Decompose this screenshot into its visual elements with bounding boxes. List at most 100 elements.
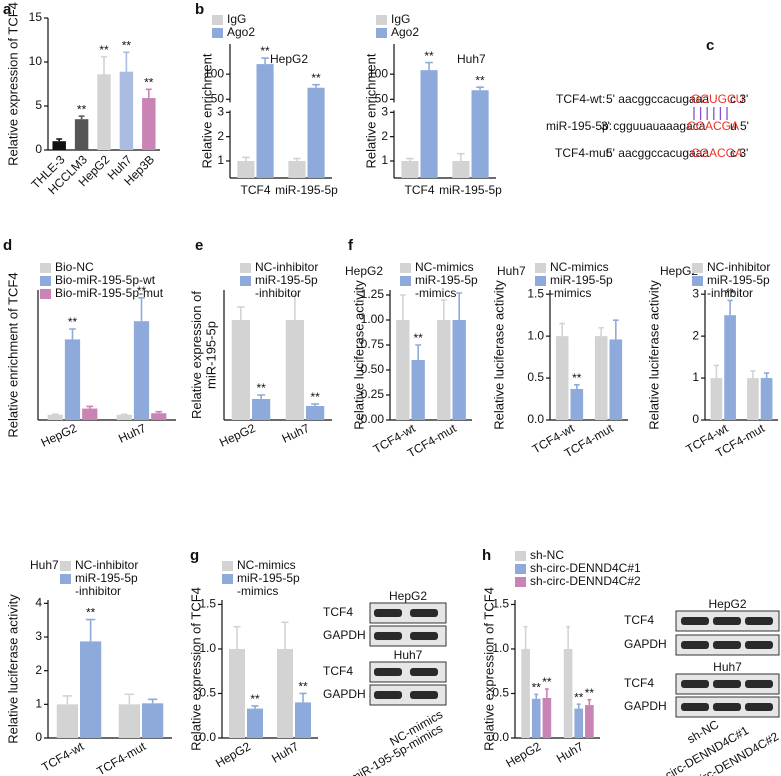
y-axis-label: Relative expression ofmiR-195-5p bbox=[189, 291, 218, 419]
error-bar bbox=[145, 88, 152, 99]
legend-label: NC-mimics bbox=[237, 558, 296, 572]
bar bbox=[437, 320, 451, 420]
y-tick-label: 1.25 bbox=[361, 287, 385, 301]
panel-letter: a bbox=[3, 1, 12, 18]
bar bbox=[142, 703, 164, 738]
bar bbox=[307, 87, 325, 178]
blot-band bbox=[745, 703, 773, 711]
legend-label: IgG bbox=[227, 12, 246, 26]
bar bbox=[288, 160, 306, 178]
y-tick-label: 0 bbox=[35, 142, 42, 156]
panel-letter: h bbox=[482, 547, 491, 564]
error-bar bbox=[261, 57, 269, 65]
significance-label: ** bbox=[414, 331, 424, 345]
legend-swatch bbox=[376, 15, 387, 25]
sequence-site: CGACGA bbox=[691, 146, 743, 160]
significance-label: ** bbox=[424, 49, 434, 63]
legend-swatch bbox=[240, 263, 251, 273]
cell-tag: Huh7 bbox=[497, 264, 526, 278]
bar bbox=[452, 160, 470, 178]
blot-band bbox=[681, 641, 709, 649]
legend-label: Bio-miR-195-5p-mut bbox=[55, 286, 164, 300]
y-tick-label: 1.0 bbox=[527, 328, 544, 342]
chart-panel: d Relative enrichment of TCF4 HepG2 ** Huh7 *… bbox=[3, 237, 176, 450]
cell-tag: HepG2 bbox=[660, 264, 698, 278]
error-bar bbox=[598, 326, 604, 337]
y-tick-label: 15 bbox=[29, 10, 43, 24]
bar bbox=[609, 339, 623, 420]
error-bar bbox=[101, 55, 107, 75]
y-axis-label: Relative expression of TCF4 bbox=[481, 587, 496, 751]
y-tick-label: 0.5 bbox=[527, 370, 544, 384]
y-tick-label: 2 bbox=[35, 663, 42, 677]
error-bar bbox=[534, 693, 539, 699]
significance-label: ** bbox=[542, 675, 552, 689]
legend-swatch bbox=[692, 263, 703, 273]
bar bbox=[710, 378, 723, 420]
x-tick-label: Huh7 bbox=[554, 739, 586, 766]
blot-band bbox=[713, 703, 741, 711]
y-tick-label: 2 bbox=[692, 328, 699, 342]
legend-swatch bbox=[376, 28, 387, 38]
legend-label: Ago2 bbox=[391, 25, 419, 39]
blot-cell-label: Huh7 bbox=[394, 648, 423, 662]
significance-label: ** bbox=[137, 284, 147, 298]
significance-label: ** bbox=[256, 381, 266, 395]
bar bbox=[295, 702, 311, 738]
error-bar bbox=[155, 410, 163, 414]
blot-cell-label: HepG2 bbox=[389, 589, 427, 603]
error-bar bbox=[78, 115, 85, 120]
legend-label: NC-inhibitor bbox=[707, 260, 770, 274]
bar bbox=[411, 360, 425, 420]
error-bar bbox=[138, 297, 145, 322]
legend-label: sh-circ-DENND4C#2 bbox=[530, 574, 641, 588]
significance-label: ** bbox=[311, 71, 321, 85]
sequence-seq: 5' aacggccacugaaa bbox=[606, 146, 709, 160]
y-tick-label: 1.0 bbox=[492, 641, 509, 655]
x-tick-label: HepG2 bbox=[503, 739, 543, 770]
legend-swatch bbox=[40, 289, 51, 299]
y-tick-label: 100 bbox=[204, 66, 224, 80]
y-tick-label: 1.0 bbox=[199, 641, 216, 655]
bar bbox=[52, 141, 66, 150]
bar bbox=[760, 378, 773, 420]
x-tick-label: HepG2 bbox=[213, 739, 253, 770]
y-tick-label: 5 bbox=[35, 98, 42, 112]
significance-label: ** bbox=[475, 73, 485, 87]
blot-row-label: GAPDH bbox=[323, 628, 366, 642]
x-tick-label: TCF4 bbox=[241, 183, 271, 197]
error-bar bbox=[293, 157, 301, 161]
blot-frame bbox=[369, 625, 447, 647]
y-tick-label: 0.0 bbox=[527, 412, 544, 426]
error-bar bbox=[713, 364, 719, 379]
panel-letter: d bbox=[3, 237, 12, 254]
legend-swatch bbox=[515, 564, 526, 574]
y-tick-label: 0 bbox=[35, 730, 42, 744]
sequence-label: miR-195-5p: bbox=[546, 119, 612, 133]
panel-letter: c bbox=[706, 37, 714, 54]
legend-label: Bio-miR-195-5p-wt bbox=[55, 273, 156, 287]
y-axis-label: Relative enrichment of TCF4 bbox=[5, 272, 20, 437]
bar bbox=[82, 408, 98, 420]
error-bar bbox=[576, 703, 581, 709]
error-bar bbox=[750, 370, 756, 379]
error-bar bbox=[425, 61, 433, 71]
sequence-end: c 3' bbox=[730, 92, 748, 106]
y-tick-label: 100 bbox=[368, 66, 388, 80]
bar bbox=[452, 320, 466, 420]
legend-swatch bbox=[535, 276, 546, 286]
legend-swatch bbox=[212, 15, 223, 25]
x-tick-label: Huh7 bbox=[116, 421, 148, 446]
significance-label: ** bbox=[310, 390, 320, 404]
y-tick-label: 3 bbox=[692, 286, 699, 300]
blot-cell-label: Huh7 bbox=[713, 660, 742, 674]
blot-band bbox=[410, 632, 438, 640]
blot-row-label: GAPDH bbox=[624, 699, 667, 713]
y-tick-label: 2 bbox=[381, 129, 388, 143]
significance-label: ** bbox=[585, 686, 595, 700]
x-tick-label: Huh7 bbox=[269, 739, 301, 766]
bar bbox=[133, 321, 150, 420]
cell-tag: HepG2 bbox=[345, 264, 383, 278]
legend-swatch bbox=[692, 276, 703, 286]
